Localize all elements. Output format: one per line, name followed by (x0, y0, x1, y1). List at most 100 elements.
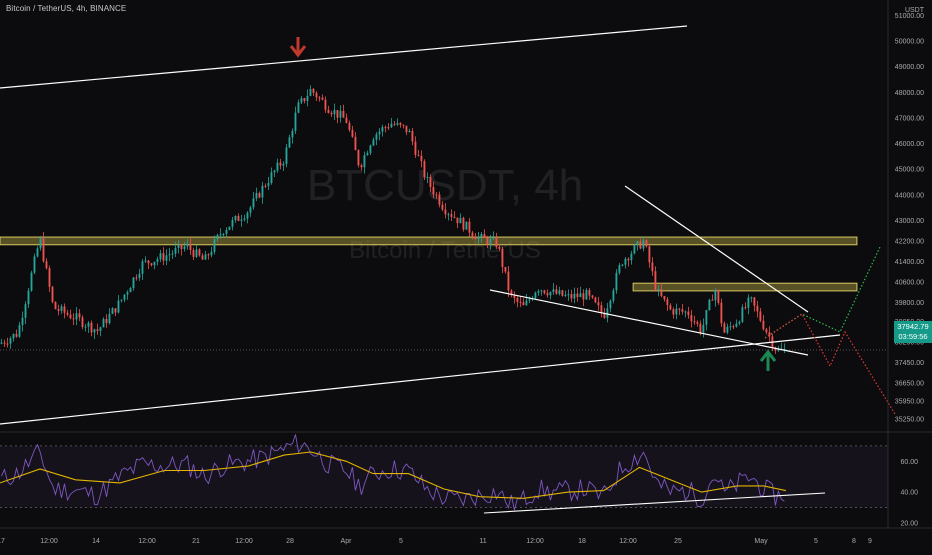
candle-body (366, 152, 369, 156)
time-tick-label: 18 (578, 538, 586, 545)
candle-body (774, 347, 777, 351)
arrow-down-icon[interactable] (289, 37, 307, 58)
candle-body (216, 234, 219, 240)
candle-body (243, 218, 246, 220)
arrow-up-icon[interactable] (759, 349, 777, 371)
candle-body (132, 277, 135, 288)
rsi-trendline[interactable] (483, 492, 826, 514)
rsi-pane[interactable]: 60.00 40.00 20.00 (0, 434, 918, 527)
rsi-band-fill (0, 445, 888, 508)
time-tick-label: 5 (399, 538, 403, 545)
candle-body (282, 163, 285, 166)
rsi-line[interactable] (1, 434, 785, 511)
candle-body (534, 292, 537, 299)
trendline-drawings[interactable] (0, 25, 896, 425)
candle-body (273, 170, 276, 173)
candle-body (171, 253, 174, 255)
price-zone-rect[interactable] (632, 282, 858, 292)
candle-body (333, 110, 336, 115)
time-tick-label: 12:00 (40, 538, 58, 545)
upper-channel-line[interactable] (0, 25, 688, 89)
candle-body (441, 204, 444, 210)
candle-body (615, 272, 618, 291)
candle-body (597, 302, 600, 306)
candle-body (360, 165, 363, 168)
candle-body (621, 264, 624, 266)
candle-body (654, 271, 657, 290)
candle-body (753, 297, 756, 306)
supply-demand-zones[interactable] (0, 236, 858, 292)
candle-body (687, 311, 690, 316)
candle-body (639, 241, 642, 249)
time-tick-label: 28 (286, 538, 294, 545)
candle-body (507, 271, 510, 291)
bullish-projection-path[interactable] (764, 246, 881, 339)
candle-body (423, 161, 426, 178)
candle-body (297, 102, 300, 113)
candle-body (261, 185, 264, 198)
time-axis[interactable]: 17 12:00 14 12:00 21 12:00 28 Apr 5 11 12:00 18 12:0… (0, 538, 872, 545)
candle-body (480, 234, 483, 237)
candle-body (249, 207, 252, 213)
candle-body (309, 88, 312, 96)
candle-body (228, 226, 231, 230)
candle-body (702, 324, 705, 333)
price-tick-label: 35950.00 (895, 399, 924, 406)
candle-body (165, 255, 168, 261)
price-tick-label: 39800.00 (895, 300, 924, 307)
candle-body (192, 250, 195, 257)
candle-body (627, 258, 630, 261)
candle-body (453, 216, 456, 218)
candle-body (492, 237, 495, 239)
candle-body (81, 317, 84, 327)
candle-body (714, 290, 717, 301)
candle-body (708, 299, 711, 311)
bearish-projection-path[interactable] (764, 313, 896, 415)
price-tick-label: 46000.00 (895, 141, 924, 148)
price-zone-rect[interactable] (0, 236, 858, 246)
wedge-lower-line[interactable] (489, 289, 809, 356)
candle-body (339, 110, 342, 118)
candle-body (552, 289, 555, 293)
candle-body (213, 239, 216, 252)
candle-body (258, 192, 261, 198)
candle-body (141, 261, 144, 274)
candle-body (315, 92, 318, 98)
candle-body (351, 129, 354, 137)
candle-body (732, 326, 735, 328)
candle-body (162, 253, 165, 261)
candle-body (318, 97, 321, 99)
price-axis[interactable]: USDT 51000.00 50000.00 49000.00 48000.00 470… (887, 0, 925, 528)
price-tick-label: 37450.00 (895, 360, 924, 367)
candle-body (354, 136, 357, 151)
lower-channel-line[interactable] (0, 334, 841, 425)
candle-body (777, 349, 780, 351)
candle-body (156, 259, 159, 262)
wedge-upper-line[interactable] (624, 185, 809, 313)
rsi-ma-line[interactable] (0, 451, 787, 499)
rsi-tick-label: 40.00 (900, 490, 918, 497)
candle-body (105, 318, 108, 324)
candle-body (399, 122, 402, 125)
candle-body (630, 253, 633, 261)
candle-body (270, 172, 273, 183)
candle-body (690, 315, 693, 322)
candle-body (444, 209, 447, 215)
candle-body (411, 130, 414, 142)
candlestick-series[interactable] (0, 85, 786, 354)
candle-body (252, 198, 255, 208)
candle-body (198, 249, 201, 256)
candle-body (201, 255, 204, 260)
candle-body (720, 302, 723, 324)
candle-body (180, 244, 183, 249)
candle-body (0, 342, 3, 344)
candle-body (693, 321, 696, 323)
candle-countdown: 03:59:56 (898, 332, 928, 341)
candle-body (648, 246, 651, 263)
candle-body (513, 295, 516, 299)
price-tick-label: 40600.00 (895, 279, 924, 286)
candle-body (378, 131, 381, 135)
price-tick-label: 47000.00 (895, 115, 924, 122)
